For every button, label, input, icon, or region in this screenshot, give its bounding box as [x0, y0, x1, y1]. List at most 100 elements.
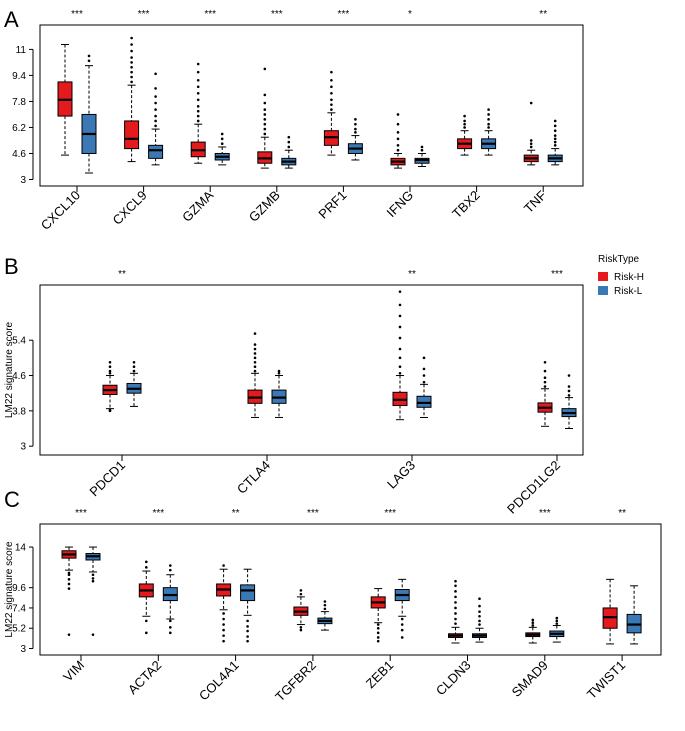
outlier-point	[222, 634, 225, 637]
outlier-point	[529, 145, 533, 149]
significance-vim: ***	[75, 508, 87, 519]
outlier-point	[130, 43, 133, 46]
significance-tnf: **	[539, 9, 547, 20]
box-risk-l-gzma	[214, 132, 230, 166]
outlier-point	[154, 119, 157, 123]
outlier-point	[246, 619, 249, 623]
outlier-point	[354, 131, 357, 134]
significance-twist1: **	[618, 508, 626, 519]
outlier-point	[287, 145, 291, 149]
outlier-point	[169, 631, 172, 635]
outlier-point	[246, 635, 249, 638]
box-risk-h-gzmb	[257, 67, 273, 169]
x-label-gzma: GZMA	[179, 187, 216, 224]
outlier-point	[169, 626, 172, 629]
box-risk-h-prf1	[323, 70, 339, 156]
outlier-point	[376, 623, 380, 626]
outlier-point	[487, 126, 490, 129]
outlier-point	[531, 621, 535, 625]
outlier-point	[169, 564, 172, 567]
outlier-point	[555, 619, 559, 623]
y-tick-label: 4.6	[12, 371, 26, 382]
outlier-point	[91, 579, 95, 583]
x-label-col4a1: COL4A1	[196, 658, 242, 704]
outlier-point	[420, 148, 424, 152]
significance-pdcd1: **	[118, 269, 126, 280]
outlier-point	[263, 93, 267, 97]
box-risk-h-cxcl9	[124, 36, 140, 163]
box-body	[124, 120, 140, 150]
outlier-point	[529, 142, 533, 146]
outlier-point	[263, 122, 267, 126]
significance-prf1: ***	[338, 9, 350, 20]
outlier-point	[130, 36, 133, 40]
outlier-point	[67, 571, 71, 575]
plot-frame	[39, 24, 584, 187]
outlier-point	[398, 365, 402, 368]
outlier-point	[330, 70, 333, 74]
outlier-point	[263, 101, 267, 105]
y-tick-label: 9.6	[12, 583, 26, 594]
outlier-point	[253, 343, 257, 346]
box-risk-l-cxcl9	[148, 72, 164, 166]
outlier-point	[222, 623, 225, 626]
outlier-point	[253, 360, 257, 364]
x-label-pdcd1: PDCD1	[86, 458, 128, 500]
outlier-point	[398, 347, 402, 351]
outlier-point	[376, 631, 380, 635]
significance-smad9: ***	[539, 508, 551, 519]
y-tick-label: 11	[16, 45, 27, 56]
outlier-point	[196, 105, 200, 108]
outlier-point	[487, 108, 490, 111]
outlier-point	[553, 144, 557, 147]
outlier-point	[108, 369, 112, 373]
outlier-point	[330, 98, 333, 102]
box-body	[240, 584, 256, 602]
outlier-point	[555, 616, 559, 620]
outlier-point	[463, 119, 466, 123]
outlier-point	[145, 560, 148, 564]
outlier-point	[478, 604, 481, 608]
y-tick-label: 6.2	[12, 123, 26, 134]
outlier-point	[330, 85, 333, 89]
outlier-point	[220, 142, 224, 146]
outlier-point	[478, 619, 481, 623]
box-risk-l-tgfbr2	[317, 600, 333, 631]
outlier-point	[567, 374, 571, 377]
outlier-point	[454, 617, 457, 621]
box-risk-l-gzmb	[281, 135, 297, 169]
y-tick-label: 3.8	[12, 406, 26, 417]
y-tick-label: 5.2	[12, 624, 26, 635]
outlier-point	[287, 140, 291, 144]
box-risk-h-pdcd1	[102, 360, 118, 413]
outlier-point	[553, 124, 557, 128]
box-risk-l-col4a1	[240, 568, 256, 643]
outlier-point	[400, 636, 404, 639]
significance-zeb1: ***	[384, 508, 396, 519]
box-risk-l-ctla4	[271, 369, 287, 418]
box-risk-l-twist1	[626, 585, 642, 645]
y-axis-label: LM22 signature score	[4, 321, 15, 418]
box-risk-h-tnf	[523, 101, 539, 166]
outlier-point	[396, 148, 400, 152]
outlier-point	[422, 380, 426, 384]
outlier-point	[196, 119, 200, 123]
significance-cxcl9: ***	[138, 9, 150, 20]
outlier-point	[130, 80, 133, 84]
box-risk-h-vim	[61, 546, 77, 637]
y-tick-label: 5.4	[12, 336, 26, 347]
outlier-point	[220, 137, 224, 141]
outlier-point	[330, 78, 333, 82]
y-tick-label: 3	[20, 644, 26, 655]
outlier-point	[487, 118, 490, 121]
box-risk-h-pdcd1lg2	[537, 360, 553, 427]
outlier-point	[154, 108, 157, 111]
outlier-point	[154, 72, 157, 76]
outlier-point	[87, 54, 91, 58]
outlier-point	[196, 109, 200, 113]
significance-gzmb: ***	[271, 9, 283, 20]
outlier-point	[196, 98, 200, 102]
y-axis-label: LM22 signature score	[4, 541, 15, 638]
outlier-point	[246, 629, 249, 633]
